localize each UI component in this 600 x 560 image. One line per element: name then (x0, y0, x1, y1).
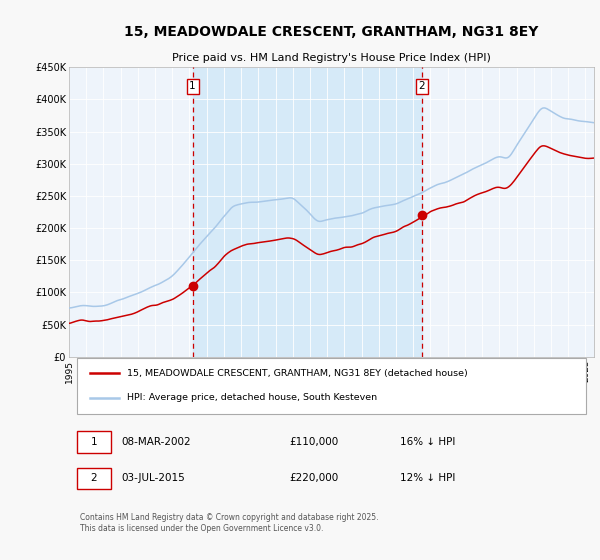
Text: 12% ↓ HPI: 12% ↓ HPI (400, 473, 455, 483)
Text: Contains HM Land Registry data © Crown copyright and database right 2025.
This d: Contains HM Land Registry data © Crown c… (79, 513, 378, 533)
Text: £110,000: £110,000 (290, 437, 339, 447)
Text: 1: 1 (189, 81, 196, 91)
Text: 2: 2 (91, 473, 97, 483)
FancyBboxPatch shape (77, 431, 111, 452)
Text: £220,000: £220,000 (290, 473, 339, 483)
Text: 16% ↓ HPI: 16% ↓ HPI (400, 437, 455, 447)
Bar (193, 67, 422, 357)
Text: 15, MEADOWDALE CRESCENT, GRANTHAM, NG31 8EY (detached house): 15, MEADOWDALE CRESCENT, GRANTHAM, NG31 … (127, 369, 467, 378)
Text: 2: 2 (419, 81, 425, 91)
Text: 03-JUL-2015: 03-JUL-2015 (121, 473, 185, 483)
Text: 1: 1 (91, 437, 97, 447)
FancyBboxPatch shape (77, 468, 111, 488)
Text: Price paid vs. HM Land Registry's House Price Index (HPI): Price paid vs. HM Land Registry's House … (172, 53, 491, 63)
Text: HPI: Average price, detached house, South Kesteven: HPI: Average price, detached house, Sout… (127, 393, 377, 402)
Text: 15, MEADOWDALE CRESCENT, GRANTHAM, NG31 8EY: 15, MEADOWDALE CRESCENT, GRANTHAM, NG31 … (124, 25, 539, 39)
FancyBboxPatch shape (77, 358, 586, 414)
Text: 08-MAR-2002: 08-MAR-2002 (121, 437, 191, 447)
